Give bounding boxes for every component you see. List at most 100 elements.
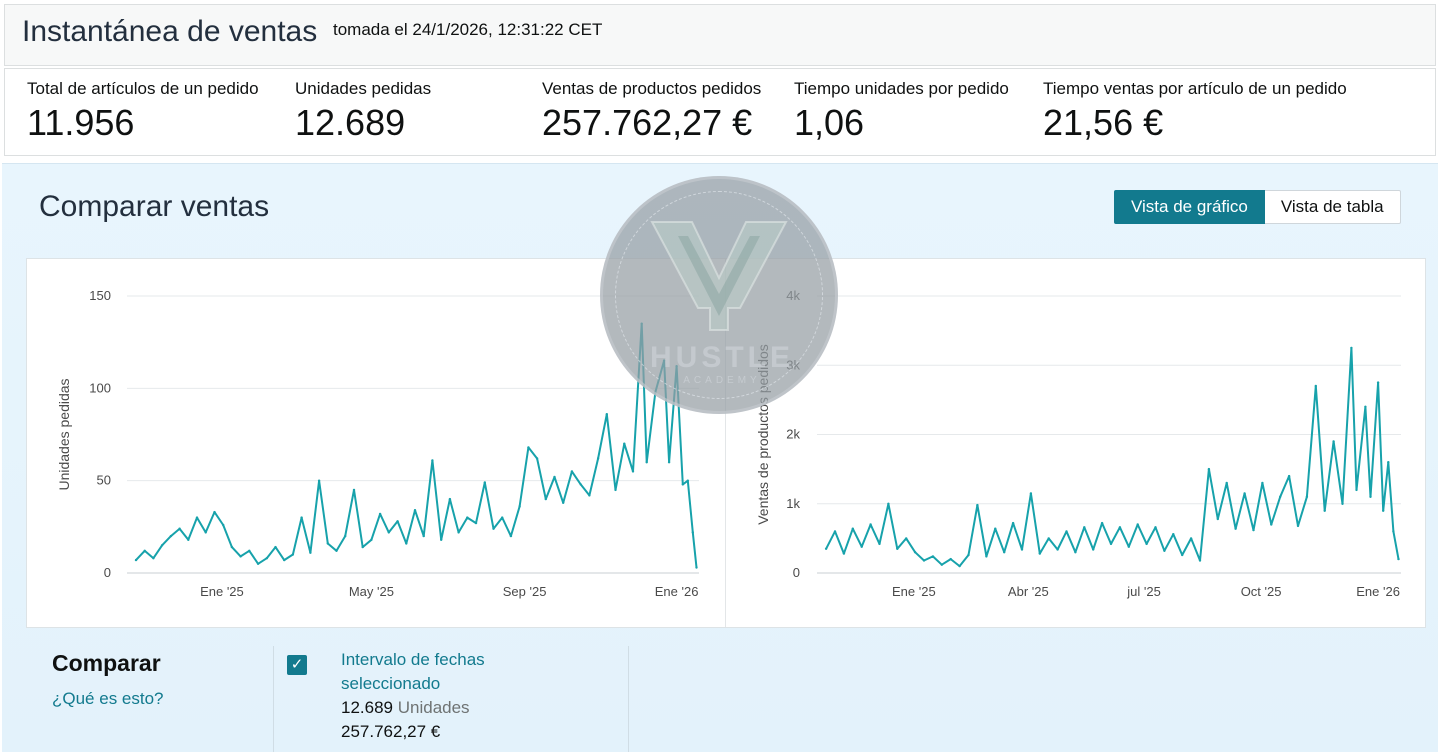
data-point bbox=[1364, 405, 1367, 408]
data-point bbox=[466, 516, 469, 519]
data-point bbox=[596, 457, 600, 460]
data-point bbox=[1038, 552, 1041, 555]
data-point bbox=[422, 534, 425, 538]
metric-label: Unidades pedidas bbox=[295, 79, 432, 98]
data-point bbox=[1163, 549, 1166, 552]
data-point bbox=[187, 538, 190, 541]
data-point bbox=[352, 488, 356, 492]
data-point bbox=[940, 563, 943, 566]
data-point bbox=[1074, 551, 1077, 554]
data-point bbox=[535, 457, 539, 460]
data-point bbox=[695, 566, 698, 569]
x-tick-label: Ene '25 bbox=[200, 584, 244, 599]
data-point bbox=[967, 553, 970, 557]
data-point bbox=[256, 562, 260, 565]
data-point bbox=[1270, 523, 1273, 526]
data-point bbox=[300, 516, 303, 519]
data-point bbox=[588, 494, 591, 497]
data-point bbox=[1382, 509, 1385, 512]
data-point bbox=[1332, 440, 1335, 443]
data-point bbox=[905, 537, 908, 540]
data-point bbox=[204, 531, 207, 534]
data-point bbox=[1118, 526, 1122, 529]
data-point bbox=[143, 549, 146, 552]
data-point bbox=[1350, 346, 1353, 350]
date-range-checkbox[interactable]: ✓ bbox=[287, 655, 307, 675]
y-tick-label: 2k bbox=[786, 427, 800, 442]
chart-view-button[interactable]: Vista de gráfico bbox=[1114, 190, 1265, 224]
data-point bbox=[681, 483, 684, 486]
data-point bbox=[1181, 553, 1184, 557]
data-point bbox=[1100, 521, 1104, 525]
data-point bbox=[134, 558, 138, 562]
data-point bbox=[1056, 548, 1059, 551]
data-point bbox=[492, 527, 495, 530]
data-point bbox=[160, 544, 164, 547]
metric-value: 12.689 bbox=[295, 102, 406, 143]
data-point bbox=[195, 516, 199, 519]
data-point bbox=[1355, 488, 1358, 492]
data-point bbox=[570, 470, 574, 473]
data-point bbox=[326, 542, 329, 545]
data-point bbox=[976, 503, 979, 507]
data-point bbox=[851, 527, 854, 530]
data-point bbox=[631, 470, 635, 473]
data-point bbox=[317, 479, 321, 482]
data-point bbox=[1189, 537, 1193, 540]
x-tick-label: Ene '26 bbox=[655, 584, 699, 599]
watermark-logo: HUSTLE ACADEMY bbox=[600, 176, 838, 414]
x-tick-label: May '25 bbox=[349, 584, 394, 599]
compare-units: 12.689 Unidades bbox=[341, 696, 470, 720]
y-tick-label: 0 bbox=[793, 565, 800, 580]
data-point bbox=[457, 531, 460, 534]
units-label: Unidades bbox=[397, 698, 470, 717]
data-point bbox=[501, 516, 504, 519]
x-tick-label: Ene '25 bbox=[892, 584, 936, 599]
x-tick-label: Abr '25 bbox=[1008, 584, 1049, 599]
data-point bbox=[1252, 528, 1255, 532]
data-point bbox=[1198, 559, 1202, 562]
metric-product-sales: Ventas de productos pedidos 257.762,27 € bbox=[542, 79, 761, 144]
data-point bbox=[667, 461, 671, 464]
data-point bbox=[274, 545, 277, 549]
metric-value: 11.956 bbox=[27, 102, 135, 143]
metric-label: Tiempo ventas por artículo de un pedido bbox=[1043, 79, 1347, 98]
data-point bbox=[1392, 530, 1395, 533]
data-point bbox=[1225, 481, 1228, 485]
data-point bbox=[1065, 530, 1068, 533]
data-point bbox=[579, 483, 582, 486]
data-point bbox=[1376, 381, 1380, 384]
data-point bbox=[405, 542, 408, 545]
data-point bbox=[448, 497, 452, 501]
table-view-button[interactable]: Vista de tabla bbox=[1264, 190, 1401, 224]
metrics-bar: Total de artículos de un pedido 11.956 U… bbox=[4, 68, 1436, 156]
data-point bbox=[440, 538, 443, 541]
metric-value: 257.762,27 € bbox=[542, 102, 753, 143]
data-point bbox=[896, 547, 899, 550]
watermark-ring bbox=[615, 191, 823, 399]
data-point bbox=[509, 534, 513, 538]
date-range-label[interactable]: Intervalo de fechas seleccionado bbox=[341, 650, 485, 693]
data-point bbox=[1020, 548, 1024, 551]
charts-container: 0 50 100 150 Ene '25 May '25 Sep '25 Ene '26 Uni… bbox=[26, 258, 1426, 628]
snapshot-header: Instantánea de ventas tomada el 24/1/202… bbox=[4, 4, 1436, 66]
x-tick-label: jul '25 bbox=[1126, 584, 1161, 599]
data-point bbox=[1397, 557, 1400, 561]
data-point bbox=[1145, 542, 1148, 546]
metric-label: Tiempo unidades por pedido bbox=[794, 79, 1009, 98]
what-is-this-link[interactable]: ¿Qué es esto? bbox=[52, 689, 164, 708]
data-point bbox=[413, 509, 417, 512]
data-point bbox=[614, 488, 617, 492]
y-tick-label: 0 bbox=[104, 565, 111, 580]
data-point bbox=[1003, 551, 1006, 554]
data-point bbox=[958, 564, 961, 568]
data-point bbox=[1323, 509, 1326, 512]
data-point bbox=[985, 555, 988, 558]
data-point bbox=[913, 551, 917, 554]
data-point bbox=[344, 534, 347, 538]
data-point bbox=[1341, 502, 1344, 505]
data-point bbox=[1261, 481, 1264, 485]
x-tick-label: Ene '26 bbox=[1356, 584, 1400, 599]
data-point bbox=[645, 461, 648, 464]
series-line bbox=[825, 346, 1400, 568]
